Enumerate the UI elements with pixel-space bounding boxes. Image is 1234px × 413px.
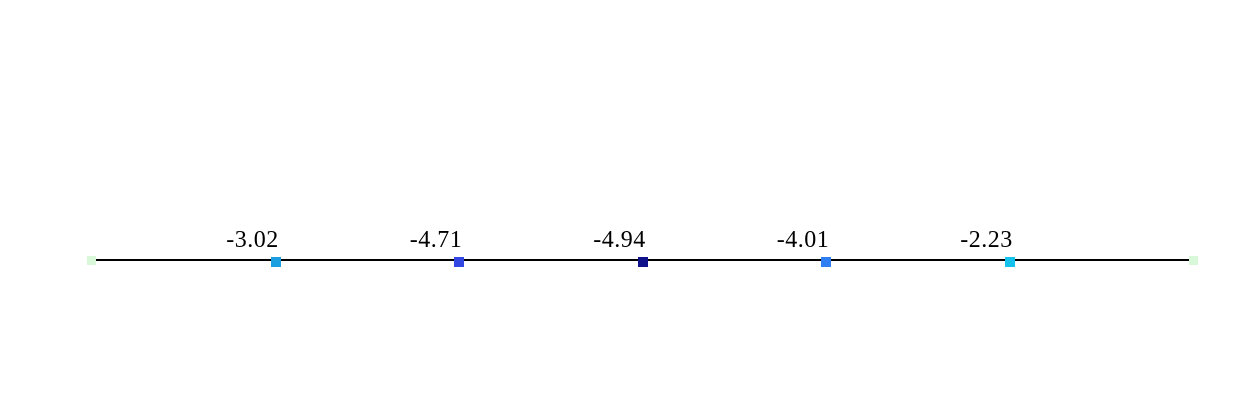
data-point-marker xyxy=(454,257,464,267)
data-point-label: -2.23 xyxy=(960,227,1013,253)
data-point-label: -4.71 xyxy=(409,227,463,253)
data-point-label: -4.01 xyxy=(776,227,830,253)
data-point-marker xyxy=(821,257,831,267)
line-endpoint-left xyxy=(86,256,96,265)
data-point-marker xyxy=(1004,257,1015,267)
data-point-marker xyxy=(637,257,648,267)
line-endpoint-right xyxy=(1188,256,1198,265)
data-point-label: -4.94 xyxy=(593,227,646,253)
data-point-marker xyxy=(270,257,281,267)
data-point-label: -3.02 xyxy=(226,227,279,253)
